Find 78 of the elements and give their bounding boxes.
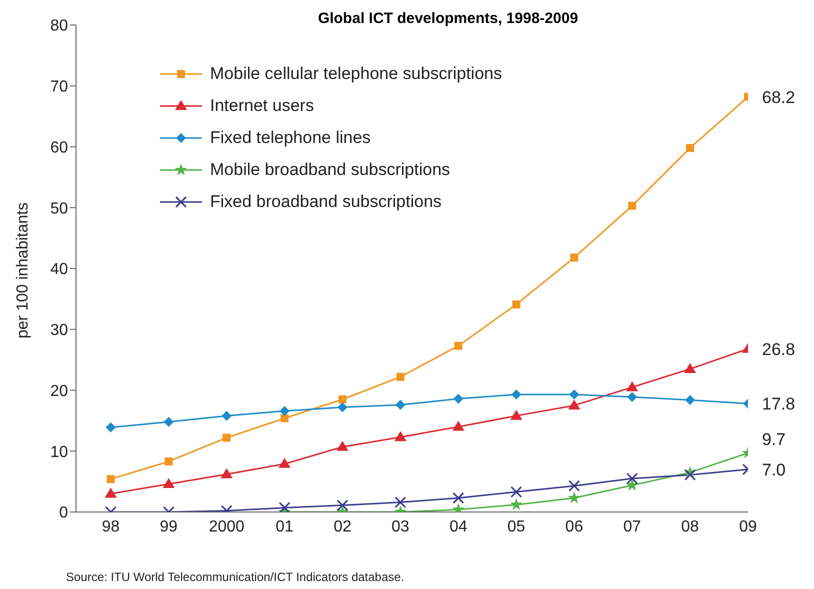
x-tick-label: 01 bbox=[276, 518, 294, 536]
point bbox=[336, 500, 348, 512]
point bbox=[452, 420, 464, 431]
point bbox=[684, 469, 696, 481]
point bbox=[510, 410, 522, 420]
x-tick-label: 06 bbox=[565, 518, 584, 536]
point bbox=[627, 392, 638, 402]
point bbox=[568, 492, 580, 504]
x-tick-label: 99 bbox=[160, 518, 178, 536]
y-tick-label: 60 bbox=[50, 139, 68, 156]
point bbox=[164, 457, 173, 466]
point bbox=[280, 414, 289, 422]
x-tick-label: 07 bbox=[623, 518, 642, 536]
legend-label: Mobile cellular telephone subscriptions bbox=[210, 64, 502, 84]
point bbox=[394, 496, 406, 508]
x-tick-label: 2000 bbox=[208, 518, 245, 536]
point bbox=[569, 390, 580, 400]
point bbox=[452, 492, 464, 504]
point bbox=[512, 300, 520, 308]
annotation: 68.2 bbox=[762, 88, 796, 107]
x-tick-label: 04 bbox=[449, 518, 468, 536]
legend-label: Fixed telephone lines bbox=[210, 128, 371, 148]
point bbox=[222, 410, 232, 421]
point bbox=[162, 478, 175, 488]
point bbox=[511, 390, 522, 400]
point bbox=[568, 480, 580, 492]
legend-label: Fixed broadband subscriptions bbox=[210, 192, 442, 212]
point bbox=[686, 144, 694, 152]
point bbox=[164, 416, 174, 427]
y-tick-label: 40 bbox=[50, 261, 68, 278]
y-tick-label: 70 bbox=[50, 78, 68, 96]
point bbox=[685, 394, 696, 405]
point bbox=[337, 402, 348, 412]
x-tick-label: 05 bbox=[507, 518, 526, 536]
point bbox=[568, 399, 580, 410]
point bbox=[278, 458, 291, 468]
y-tick-label: 0 bbox=[59, 504, 68, 522]
legend-label: Internet users bbox=[210, 96, 314, 116]
point bbox=[336, 440, 348, 451]
y-tick-label: 10 bbox=[50, 444, 68, 461]
y-tick-label: 20 bbox=[50, 382, 68, 400]
point bbox=[626, 381, 638, 392]
point bbox=[278, 502, 290, 512]
point bbox=[684, 362, 696, 373]
source-note: Source: ITU World Telecommunication/ICT Indicators database. bbox=[66, 570, 404, 584]
point bbox=[510, 498, 522, 510]
x-tick-label: 09 bbox=[739, 518, 757, 536]
annotation: 9.7 bbox=[762, 430, 786, 449]
x-tick-label: 08 bbox=[681, 518, 700, 536]
point bbox=[106, 422, 116, 432]
chart-title: Global ICT developments, 1998-2009 bbox=[316, 10, 580, 27]
y-tick-label: 80 bbox=[50, 18, 68, 35]
annotation: 7.0 bbox=[762, 460, 786, 480]
point bbox=[338, 395, 346, 404]
point bbox=[628, 202, 636, 210]
point bbox=[626, 478, 638, 490]
annotation: 26.8 bbox=[762, 340, 796, 359]
point bbox=[396, 372, 404, 381]
point bbox=[510, 486, 522, 498]
y-axis-title: per 100 inhabitants bbox=[14, 202, 32, 338]
point bbox=[222, 434, 231, 442]
point bbox=[626, 472, 638, 484]
legend-label: Mobile broadband subscriptions bbox=[210, 160, 450, 180]
point bbox=[454, 342, 462, 350]
y-tick-label: 50 bbox=[50, 200, 68, 218]
point bbox=[570, 254, 578, 262]
point bbox=[104, 488, 117, 498]
point bbox=[280, 406, 290, 416]
x-tick-label: 98 bbox=[102, 518, 120, 536]
point bbox=[220, 468, 233, 478]
annotation: 17.8 bbox=[762, 394, 796, 414]
point bbox=[453, 394, 464, 404]
y-tick-label: 30 bbox=[50, 322, 68, 340]
x-tick-label: 03 bbox=[392, 518, 410, 536]
point bbox=[395, 400, 406, 410]
point bbox=[106, 475, 115, 484]
x-tick-label: 02 bbox=[334, 518, 352, 536]
point bbox=[394, 431, 406, 442]
